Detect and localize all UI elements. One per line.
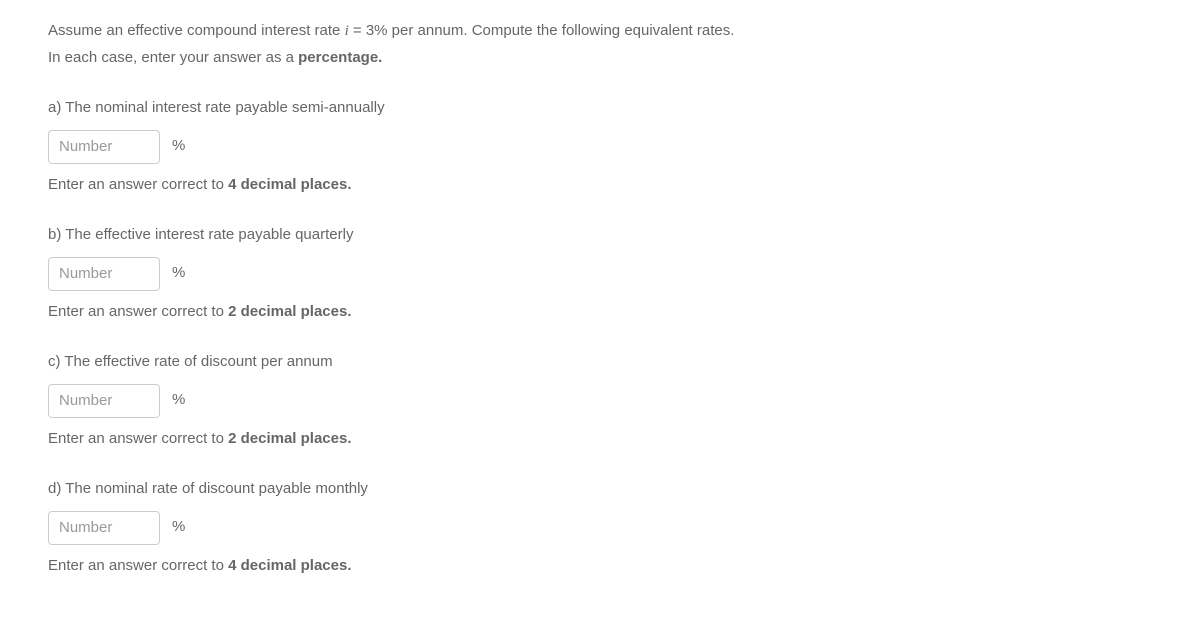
question-b-input-row: % [48,257,1152,291]
question-a: a) The nominal interest rate payable sem… [48,97,1152,196]
question-c: c) The effective rate of discount per an… [48,351,1152,450]
intro-line-2: In each case, enter your answer as a per… [48,47,1152,70]
hint-text: Enter an answer correct to [48,303,228,320]
percent-sign: % [172,389,185,412]
hint-bold: 4 decimal places. [228,176,351,193]
question-c-label: c) The effective rate of discount per an… [48,351,1152,374]
question-b-label: b) The effective interest rate payable q… [48,224,1152,247]
intro-text: per annum. Compute the following equival… [388,22,735,39]
question-b-input[interactable] [48,257,160,291]
question-intro: Assume an effective compound interest ra… [48,20,1152,69]
question-b-hint: Enter an answer correct to 2 decimal pla… [48,301,1152,324]
hint-text: Enter an answer correct to [48,557,228,574]
intro-text: In each case, enter your answer as a [48,49,298,66]
percent-sign: % [172,516,185,539]
hint-text: Enter an answer correct to [48,176,228,193]
percent-sign: % [172,262,185,285]
question-c-hint: Enter an answer correct to 2 decimal pla… [48,428,1152,451]
question-a-label: a) The nominal interest rate payable sem… [48,97,1152,120]
question-c-input[interactable] [48,384,160,418]
percent-sign: % [172,135,185,158]
hint-text: Enter an answer correct to [48,430,228,447]
math-equation: = 3% [349,22,388,39]
hint-bold: 4 decimal places. [228,557,351,574]
intro-text: Assume an effective compound interest ra… [48,22,345,39]
question-a-input[interactable] [48,130,160,164]
hint-bold: 2 decimal places. [228,303,351,320]
intro-bold: percentage. [298,49,382,66]
hint-bold: 2 decimal places. [228,430,351,447]
question-a-hint: Enter an answer correct to 4 decimal pla… [48,174,1152,197]
question-d-label: d) The nominal rate of discount payable … [48,478,1152,501]
question-b: b) The effective interest rate payable q… [48,224,1152,323]
question-d: d) The nominal rate of discount payable … [48,478,1152,577]
question-d-input-row: % [48,511,1152,545]
intro-line-1: Assume an effective compound interest ra… [48,20,1152,43]
question-c-input-row: % [48,384,1152,418]
question-a-input-row: % [48,130,1152,164]
question-d-input[interactable] [48,511,160,545]
